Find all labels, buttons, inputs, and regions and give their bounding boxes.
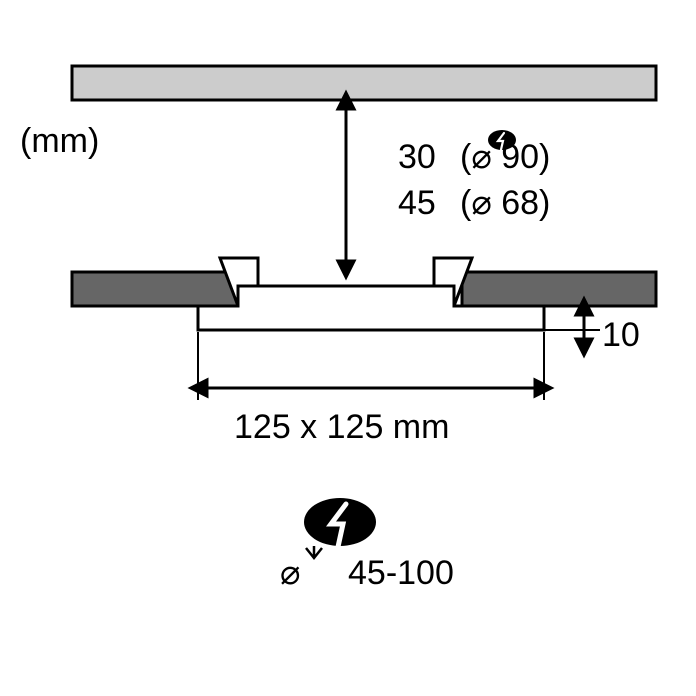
thickness-label: 10 — [602, 316, 640, 354]
mounting-diagram: (mm) 30 (⌀ 90) 45 (⌀ 68) 10 125 x 125 mm ⌀ 45-10… — [0, 0, 696, 696]
cutout-prefix: ⌀ — [280, 554, 300, 592]
depth2-value: 45 — [398, 184, 436, 222]
unit-label: (mm) — [20, 122, 99, 160]
cutout-label: 45-100 — [348, 554, 454, 592]
mounting-panel-right — [462, 272, 656, 306]
mounting-panel-left — [72, 272, 238, 306]
depth1-diameter: (⌀ 90) — [460, 138, 550, 176]
ceiling-slab — [72, 66, 656, 100]
depth1-value: 30 — [398, 138, 436, 176]
width-label: 125 x 125 mm — [234, 408, 449, 446]
depth2-diameter: (⌀ 68) — [460, 184, 550, 222]
